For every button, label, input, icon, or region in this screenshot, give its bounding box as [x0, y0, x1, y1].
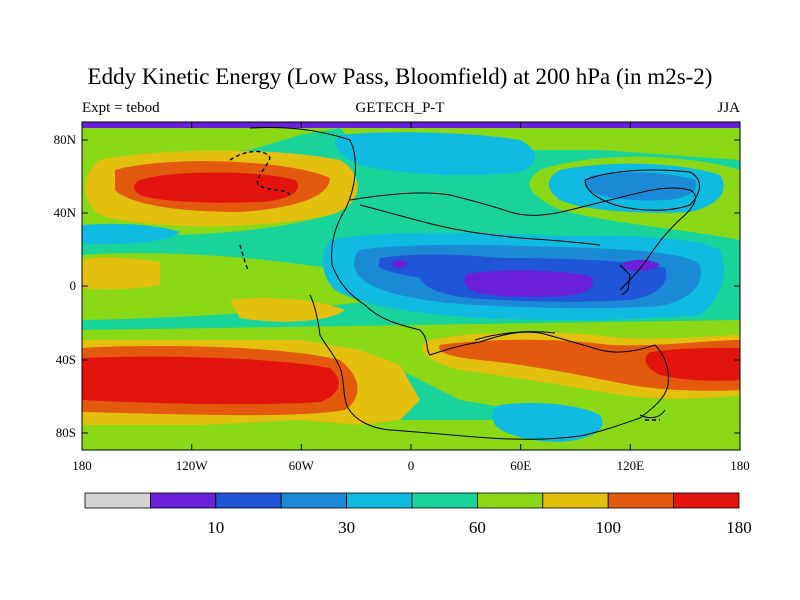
colorbar-label: 180 [726, 518, 752, 537]
latitude-tick-label: 80S [56, 425, 76, 440]
longitude-tick-label: 60E [510, 458, 531, 473]
colorbar-swatch [346, 492, 413, 509]
longitude-tick-label: 120E [617, 458, 645, 473]
contour-band-max [82, 356, 339, 405]
latitude-tick-label: 0 [70, 278, 77, 293]
coastline [249, 127, 669, 440]
coastline [359, 204, 601, 246]
dashed-coastline [229, 150, 291, 196]
colorbar-label: 30 [338, 518, 355, 537]
latitude-tick-label: 40N [54, 205, 77, 220]
colorbar [84, 492, 740, 509]
contour-band-10 [622, 259, 660, 271]
latitude-tick-label: 40S [56, 352, 76, 367]
contour-band-45 [585, 172, 697, 201]
colorbar-swatch [542, 492, 609, 509]
colorbar-label: 10 [207, 518, 224, 537]
colorbar-swatch [280, 492, 348, 509]
model-label: GETECH_P-T [355, 100, 445, 116]
colorbar-swatch [673, 492, 740, 509]
dashed-coastlines [229, 150, 660, 421]
colorbar-swatch [607, 492, 675, 509]
colorbar-swatch [84, 492, 151, 509]
longitude-tick-label: 180 [72, 458, 92, 473]
latitude-tick-label: 80N [54, 132, 77, 147]
colorbar-label: 60 [469, 518, 486, 537]
contour-band-10 [464, 270, 593, 297]
longitude-labels: 180 120W 60W 0 60E 120E 180 [72, 458, 750, 473]
latitude-labels: 80N 40N 0 40S 80S [54, 132, 77, 440]
contour-band-max [134, 172, 299, 203]
coastlines [249, 127, 700, 440]
dashed-coastline [239, 244, 249, 271]
longitude-tick-label: 60W [289, 458, 315, 473]
colorbar-swatch [149, 492, 217, 509]
colorbar-swatch [411, 492, 478, 509]
coastline [584, 169, 700, 211]
map-title: Eddy Kinetic Energy (Low Pass, Bloomfiel… [87, 64, 713, 89]
axis-ticks [81, 122, 741, 450]
contour-band-10 [392, 260, 408, 268]
colorbar-swatch [215, 492, 282, 509]
contour-band-60 [335, 132, 535, 176]
contour-band-max [645, 347, 740, 381]
coastline [639, 409, 666, 419]
colorbar-label: 100 [595, 518, 621, 537]
season-label: JJA [717, 100, 740, 116]
colorbar-swatch [476, 492, 544, 509]
coastline [619, 264, 631, 296]
contour-band-140 [82, 257, 160, 290]
longitude-tick-label: 0 [408, 458, 415, 473]
contour-field [82, 122, 740, 450]
coastline [474, 331, 556, 341]
experiment-label: Expt = tebod [82, 100, 160, 116]
colorbar-labels: 10 30 60 100 180 [207, 518, 751, 537]
contour-band-60 [492, 403, 603, 442]
coastline [349, 187, 696, 291]
longitude-tick-label: 180 [730, 458, 750, 473]
longitude-tick-label: 120W [176, 458, 209, 473]
contour-band-60 [82, 223, 180, 245]
